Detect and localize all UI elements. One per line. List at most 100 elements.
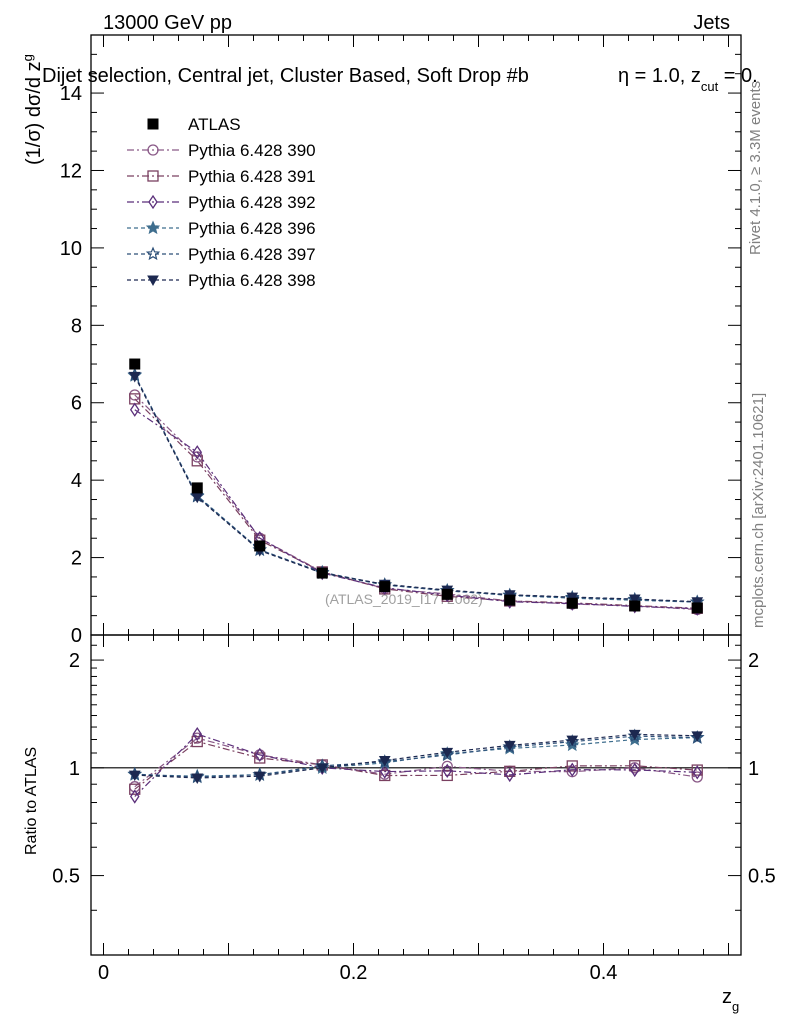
ratio-series-point	[129, 783, 141, 795]
ratio-series-point	[691, 771, 703, 783]
ratio-series-1	[129, 735, 703, 795]
series-point	[129, 402, 140, 417]
ratio-ylabel: Ratio to ATLAS	[23, 747, 40, 855]
legend-marker	[147, 144, 159, 156]
data-point	[566, 597, 578, 609]
ratio-series-point	[692, 765, 703, 780]
watermark-text: (ATLAS_2019_I1772062)	[325, 591, 483, 607]
legend-entry-0: Pythia 6.428 390	[127, 141, 316, 160]
legend-label: Pythia 6.428 397	[188, 245, 316, 264]
ratio-series-point	[378, 756, 391, 767]
series-2	[129, 402, 703, 616]
legend-entry-3: Pythia 6.428 396	[127, 219, 316, 238]
ratio-series-point	[628, 729, 641, 741]
x-tick-label: 0.4	[590, 962, 618, 984]
data-point	[379, 581, 391, 593]
ratio-series-point	[441, 747, 454, 759]
ratio-panel-frame: 0 0.2 0.4 0.5 0.5 1 1 2 2	[52, 634, 776, 984]
series-line	[134, 376, 698, 603]
main-ytick-label: 12	[60, 160, 82, 182]
ratio-series-point	[629, 760, 641, 772]
ratio-ytick-label: 1	[69, 758, 80, 780]
legend-entry-5: Pythia 6.428 398	[127, 271, 316, 290]
series-point	[191, 455, 203, 467]
data-point	[441, 588, 453, 600]
data-point	[129, 358, 141, 370]
ratio-series-0	[129, 732, 703, 793]
ratio-series-point	[253, 771, 266, 783]
main-ytick-label: 8	[71, 315, 82, 337]
plot-title: Dijet selection, Central jet, Cluster Ba…	[42, 65, 758, 94]
ratio-series-point	[316, 763, 329, 774]
legend-marker	[147, 170, 159, 182]
ratio-series-point	[441, 760, 453, 773]
series-point	[566, 592, 579, 604]
legend-entry-1: Pythia 6.428 391	[127, 167, 316, 186]
series-line	[134, 398, 698, 609]
main-ytick-label: 0	[71, 625, 82, 647]
series-0	[129, 389, 703, 616]
series-point	[192, 445, 203, 460]
x-tick-label: 0	[98, 962, 109, 984]
ratio-series-line	[134, 733, 698, 797]
legend-marker	[147, 275, 159, 287]
ratio-series-point	[503, 740, 516, 752]
ratio-series-point	[504, 765, 516, 777]
main-ylabel: (1/σ) dσ/d zg	[20, 54, 45, 165]
series-1	[129, 393, 703, 614]
data-point	[191, 482, 203, 494]
data-point	[254, 540, 266, 552]
main-ytick-label: 10	[60, 238, 82, 260]
series-5	[128, 371, 704, 608]
ratio-series-group	[127, 726, 705, 804]
ratio-series-point	[566, 735, 579, 747]
ratio-series-line	[134, 735, 698, 778]
series-3	[127, 368, 705, 609]
series-point	[129, 389, 141, 401]
x-axis-label: zg	[722, 986, 739, 1014]
side-rivet-text: Rivet 4.1.0, ≥ 3.3M events	[747, 81, 764, 255]
ratio-ytick-label-right: 0.5	[748, 866, 776, 888]
data-point	[504, 594, 516, 606]
side-mcplots-text: mcplots.cern.ch [arXiv:2401.10621]	[750, 393, 767, 628]
header-category: Jets	[693, 12, 730, 34]
legend-marker	[145, 220, 161, 235]
series-line	[134, 394, 698, 611]
ratio-series-point	[254, 747, 265, 763]
legend-label: Pythia 6.428 390	[188, 141, 316, 160]
ratio-ytick-label: 2	[69, 650, 80, 672]
ratio-series-point	[441, 769, 453, 782]
ratio-series-point	[691, 731, 704, 742]
main-series-group	[127, 358, 705, 616]
ratio-series-point	[128, 770, 141, 782]
ratio-series-point	[442, 763, 453, 778]
series-point	[691, 597, 704, 608]
main-ytick-label: 2	[71, 548, 82, 570]
legend-entry-2: Pythia 6.428 392	[127, 193, 316, 212]
x-tick-label: 0.2	[340, 962, 368, 984]
ratio-series-point	[254, 752, 266, 764]
series-point	[628, 594, 641, 606]
series-4	[127, 367, 705, 609]
main-ytick-label: 14	[60, 83, 82, 105]
data-point	[629, 600, 641, 612]
ratio-series-5	[128, 729, 704, 785]
legend-label: ATLAS	[188, 115, 241, 134]
data-series	[129, 358, 703, 614]
series-point	[128, 371, 141, 383]
ratio-series-point	[191, 773, 204, 785]
ratio-series-point	[191, 735, 203, 748]
legend: ATLAS Pythia 6.428 390 Pythia 6.428 391 Pyt…	[127, 115, 316, 290]
legend-entry-atlas: ATLAS	[147, 115, 241, 134]
ratio-series-point	[129, 789, 140, 804]
ratio-series-point	[567, 762, 578, 777]
legend-label: Pythia 6.428 398	[188, 271, 316, 290]
ratio-ytick-label-right: 2	[748, 650, 759, 672]
legend-label: Pythia 6.428 396	[188, 219, 316, 238]
ratio-ytick-label-right: 1	[748, 758, 759, 780]
legend-entry-4: Pythia 6.428 397	[127, 245, 316, 264]
ratio-series-point	[379, 769, 391, 782]
legend-marker	[148, 194, 158, 210]
legend-marker	[147, 118, 159, 130]
